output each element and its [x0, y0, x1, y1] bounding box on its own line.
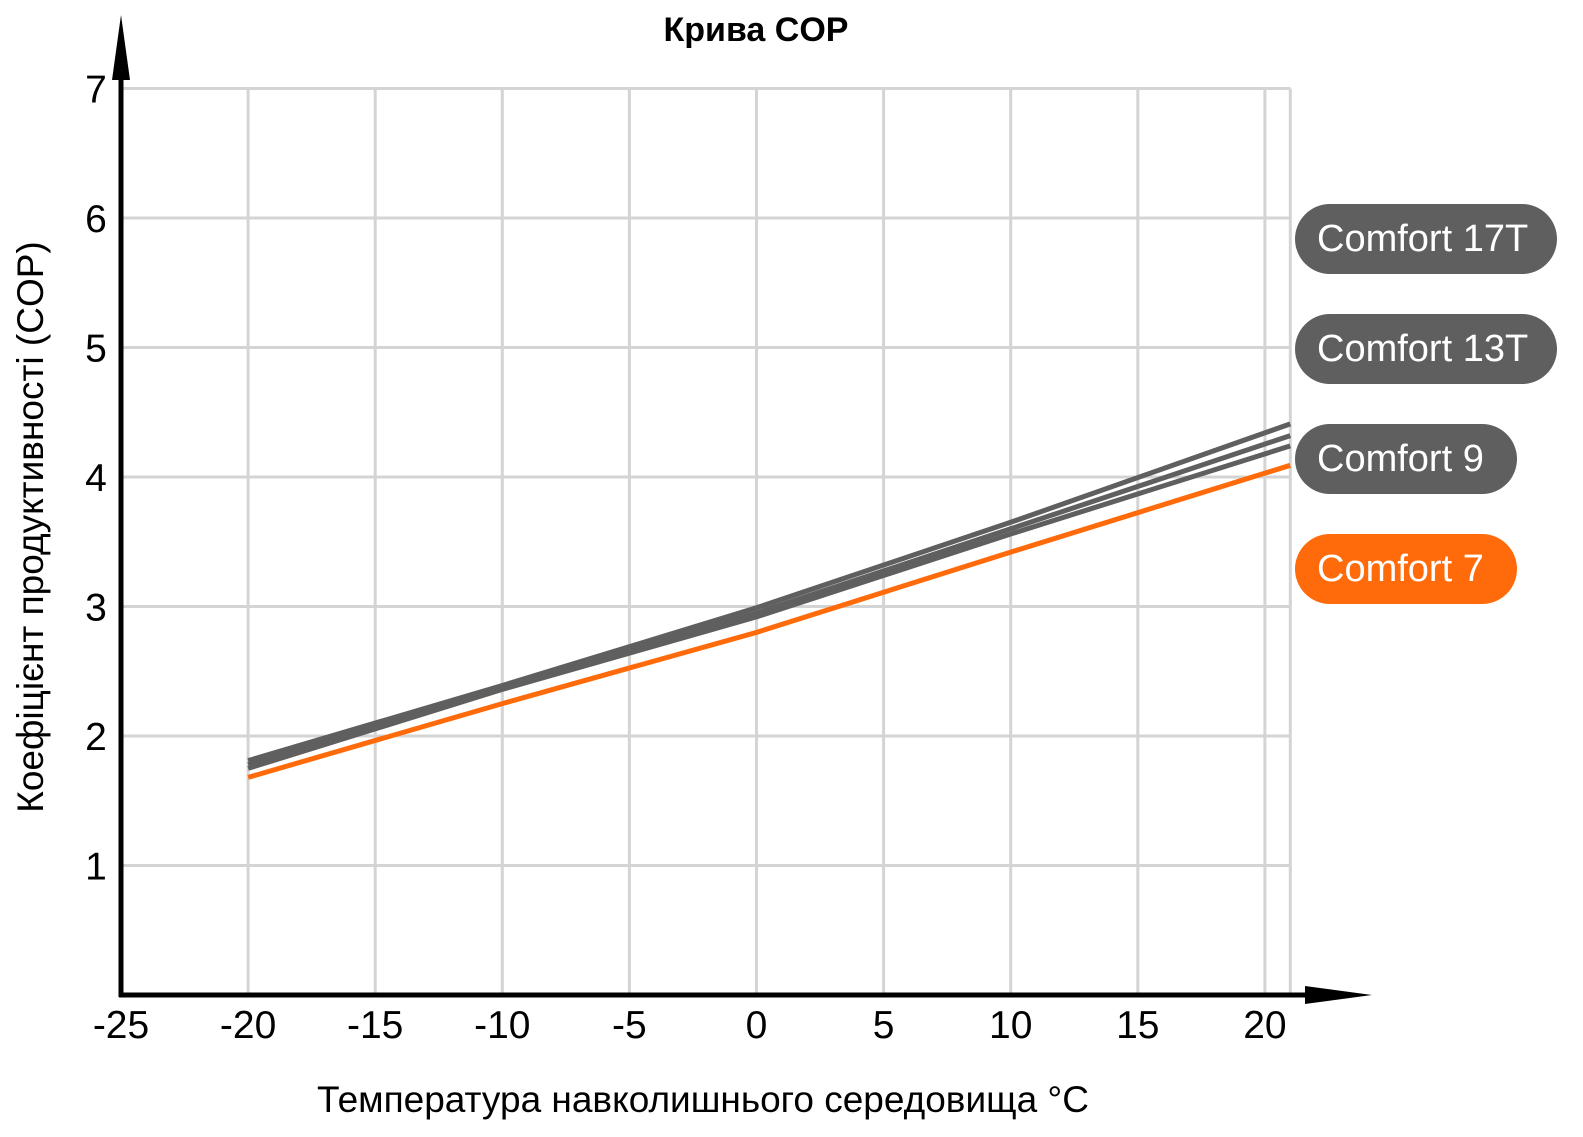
- y-axis-arrow: [112, 15, 130, 80]
- y-axis-label: Коефіцієнт продуктивності (COP): [10, 241, 51, 812]
- tick-labels: -25 -20 -15 -10 -5 0 5 10 15 20 1 2 3 4 5 6 7: [85, 69, 1286, 1048]
- y-tick-label: 5: [85, 328, 107, 371]
- x-tick-label: 15: [1116, 1004, 1159, 1047]
- chart-title: Крива COP: [664, 11, 849, 49]
- y-tick-label: 4: [85, 457, 107, 500]
- x-tick-label: -20: [220, 1004, 276, 1047]
- series-line-comfort-9: [247, 443, 1292, 771]
- y-tick-label: 3: [85, 587, 107, 630]
- x-tick-label: 5: [873, 1004, 895, 1047]
- y-tick-label: 6: [85, 198, 107, 241]
- x-tick-label: -10: [474, 1004, 530, 1047]
- x-tick-label: -25: [93, 1004, 149, 1047]
- x-tick-label: -15: [347, 1004, 403, 1047]
- series-line-comfort-7: [247, 462, 1292, 780]
- y-tick-label: 2: [85, 716, 107, 759]
- grid: [121, 87, 1292, 995]
- axes: [112, 15, 1372, 1004]
- legend-item-comfort-17t: Comfort 17T: [1295, 204, 1557, 274]
- legend-item-comfort-13t: Comfort 13T: [1295, 314, 1557, 384]
- x-tick-label: 0: [746, 1004, 768, 1047]
- x-tick-label: 10: [989, 1004, 1032, 1047]
- series-lines: [247, 421, 1292, 780]
- x-tick-label: 20: [1243, 1004, 1286, 1047]
- x-tick-label: -5: [612, 1004, 647, 1047]
- y-tick-label: 7: [85, 69, 107, 112]
- legend-item-comfort-9: Comfort 9: [1295, 424, 1517, 494]
- x-axis-label: Температура навколишнього середовища °C: [317, 1079, 1089, 1120]
- legend-item-comfort-7: Comfort 7: [1295, 534, 1517, 604]
- y-tick-label: 1: [85, 846, 107, 889]
- x-axis-arrow: [1305, 986, 1372, 1004]
- series-line-comfort-17t: [247, 421, 1292, 763]
- series-line-comfort-13t: [247, 433, 1292, 767]
